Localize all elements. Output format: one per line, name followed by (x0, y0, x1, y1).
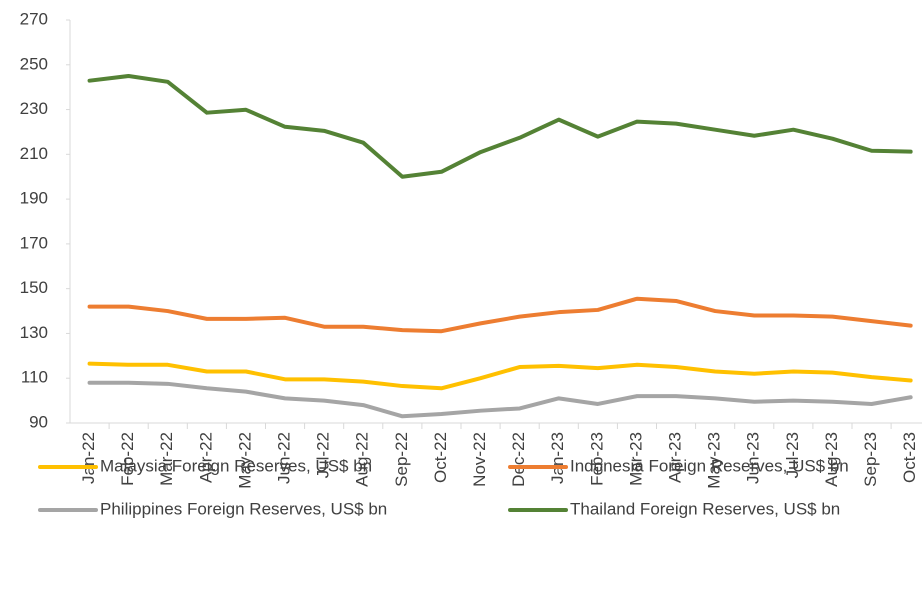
legend-label: Philippines Foreign Reserves, US$ bn (100, 499, 387, 518)
x-tick-label: Apr-23 (666, 432, 685, 483)
x-tick-label: Jun-22 (275, 432, 294, 484)
y-tick-label: 130 (20, 323, 48, 342)
y-tick-label: 190 (20, 189, 48, 208)
y-tick-label: 210 (20, 144, 48, 163)
x-tick-label: Jul-22 (314, 432, 333, 478)
x-tick-label: Mar-23 (626, 432, 645, 486)
legend-label: Indonesia Foreign Reserves, US$ bn (570, 456, 849, 475)
x-tick-label: Sep-22 (392, 432, 411, 487)
series-line (87, 296, 913, 334)
x-tick-label: Mar-22 (157, 432, 176, 486)
legend-label: Thailand Foreign Reserves, US$ bn (570, 499, 840, 518)
x-tick-label: Jan-23 (548, 432, 567, 484)
x-tick-label: May-22 (235, 432, 254, 489)
legend-label: Malaysia Foreign Reserves, US$ bn (100, 456, 372, 475)
x-tick-label: Sep-23 (861, 432, 880, 487)
series-line (87, 380, 913, 419)
y-tick-label: 270 (20, 9, 48, 28)
x-tick-label: Oct-22 (431, 432, 450, 483)
series-line (87, 73, 913, 179)
x-tick-label: Dec-22 (509, 432, 528, 487)
x-tick-label: Nov-22 (470, 432, 489, 487)
x-tick-label: Jan-22 (79, 432, 98, 484)
y-tick-label: 170 (20, 233, 48, 252)
x-tick-label: Jun-23 (744, 432, 763, 484)
series-line (87, 361, 913, 391)
y-tick-label: 110 (21, 368, 48, 387)
x-tick-label: Oct-23 (900, 432, 919, 483)
y-tick-label: 150 (20, 278, 48, 297)
x-tick-label: May-23 (705, 432, 724, 489)
x-tick-label: Jul-23 (783, 432, 802, 478)
y-tick-label: 230 (20, 99, 48, 118)
x-tick-label: Aug-22 (353, 432, 372, 487)
y-tick-label: 90 (29, 412, 48, 431)
x-tick-label: Feb-23 (587, 432, 606, 486)
x-tick-label: Feb-22 (118, 432, 137, 486)
y-tick-label: 250 (20, 54, 48, 73)
x-tick-label: Apr-22 (196, 432, 215, 483)
x-tick-label: Aug-23 (822, 432, 841, 487)
